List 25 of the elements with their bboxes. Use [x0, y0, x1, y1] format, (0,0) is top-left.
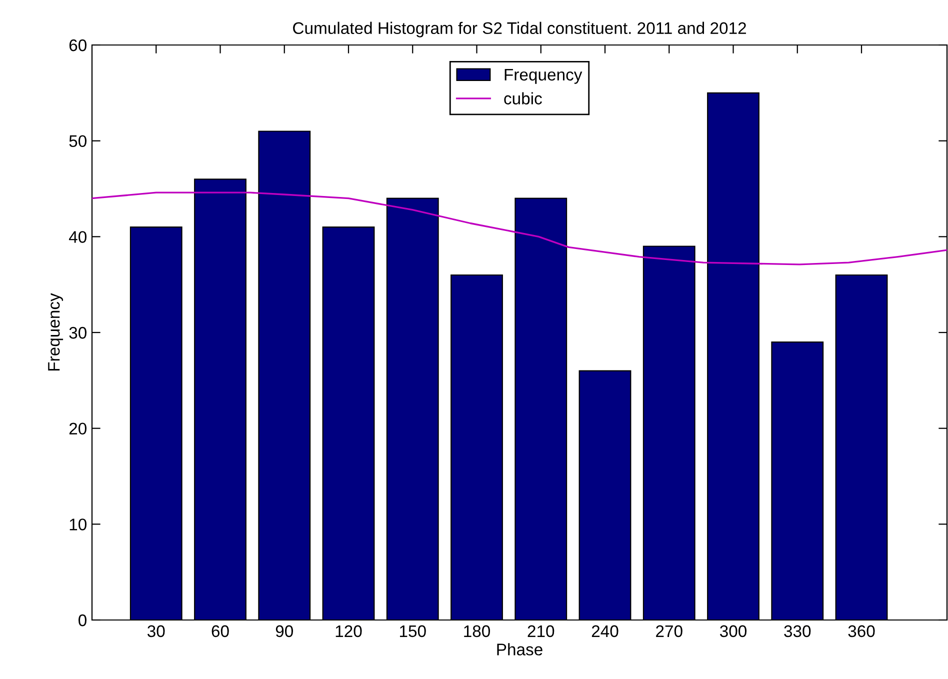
- x-tick-label: 330: [784, 625, 811, 638]
- x-tick-label: 270: [656, 625, 682, 638]
- x-tick-label: 210: [528, 625, 554, 638]
- x-tick-label: 360: [848, 625, 875, 638]
- x-tick-label: 300: [720, 625, 747, 638]
- x-tick-label: 150: [400, 625, 426, 638]
- x-tick-label: 180: [464, 625, 490, 638]
- x-tick-label: 60: [212, 625, 229, 638]
- y-tick-label: 20: [69, 422, 86, 435]
- y-tick-label: 60: [69, 39, 86, 52]
- legend-label: cubic: [504, 92, 542, 104]
- x-tick-label: 240: [592, 625, 618, 638]
- legend-label: Frequency: [504, 68, 582, 84]
- line-series: [92, 192, 947, 266]
- y-tick-label: 50: [69, 135, 86, 148]
- y-axis-title: Frequency: [48, 293, 64, 370]
- y-tick-label: 30: [69, 326, 86, 339]
- y-tick-label: 40: [68, 231, 86, 243]
- x-tick-label: 90: [276, 625, 293, 638]
- y-tick-label: 10: [70, 518, 86, 530]
- x-tick-label: 120: [336, 625, 362, 638]
- y-tick-label: 0: [78, 614, 86, 626]
- x-axis-title: Phase: [497, 643, 542, 656]
- chart-title: Cumulated Histogram for S2 Tidal constituent. 2011 and 2012: [293, 22, 746, 38]
- x-tick-label: 30: [147, 625, 165, 638]
